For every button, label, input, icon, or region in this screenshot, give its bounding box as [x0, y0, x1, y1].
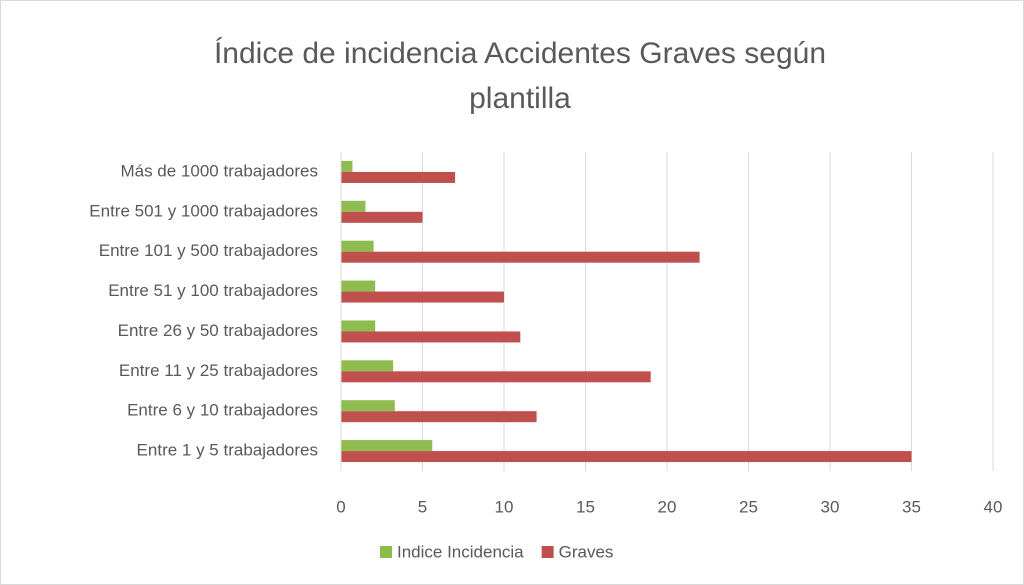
- y-tick-label: Entre 501 y 1000 trabajadores: [89, 201, 318, 220]
- bar: [341, 171, 456, 183]
- legend-label: Graves: [559, 542, 614, 561]
- legend-swatch: [541, 546, 554, 558]
- x-tick-label: 5: [418, 497, 427, 516]
- bar: [341, 331, 521, 343]
- y-tick-label: Entre 1 y 5 trabajadores: [137, 441, 318, 460]
- chart-title: plantilla: [469, 82, 571, 115]
- y-tick-label: Entre 26 y 50 trabajadores: [118, 321, 318, 340]
- legend-label: Indice Incidencia: [397, 542, 524, 561]
- bar: [341, 360, 394, 372]
- x-tick-label: 0: [336, 497, 345, 516]
- bar: [341, 320, 376, 332]
- x-tick-label: 20: [658, 497, 677, 516]
- x-tick-label: 40: [984, 497, 1003, 516]
- bar: [341, 160, 353, 172]
- bar: [341, 240, 374, 252]
- x-tick-label: 30: [821, 497, 840, 516]
- bar: [341, 291, 504, 303]
- y-tick-label: Entre 51 y 100 trabajadores: [108, 281, 318, 300]
- legend-swatch: [380, 546, 392, 558]
- bar: [341, 411, 537, 423]
- bar: [341, 280, 376, 292]
- chart-title: Índice de incidencia Accidentes Graves s…: [214, 37, 826, 70]
- y-tick-label: Entre 6 y 10 trabajadores: [127, 401, 318, 420]
- bar: [341, 451, 912, 463]
- y-tick-label: Más de 1000 trabajadores: [120, 161, 318, 180]
- x-tick-label: 35: [902, 497, 921, 516]
- x-tick-label: 15: [576, 497, 595, 516]
- bar: [341, 251, 700, 263]
- bar: [341, 211, 423, 223]
- bar: [341, 440, 433, 452]
- bar: [341, 200, 366, 212]
- bar: [341, 400, 395, 412]
- bar: [341, 371, 651, 383]
- y-tick-label: Entre 101 y 500 trabajadores: [99, 241, 318, 260]
- y-tick-label: Entre 11 y 25 trabajadores: [119, 361, 318, 380]
- x-tick-label: 25: [739, 497, 758, 516]
- x-tick-label: 10: [495, 497, 514, 516]
